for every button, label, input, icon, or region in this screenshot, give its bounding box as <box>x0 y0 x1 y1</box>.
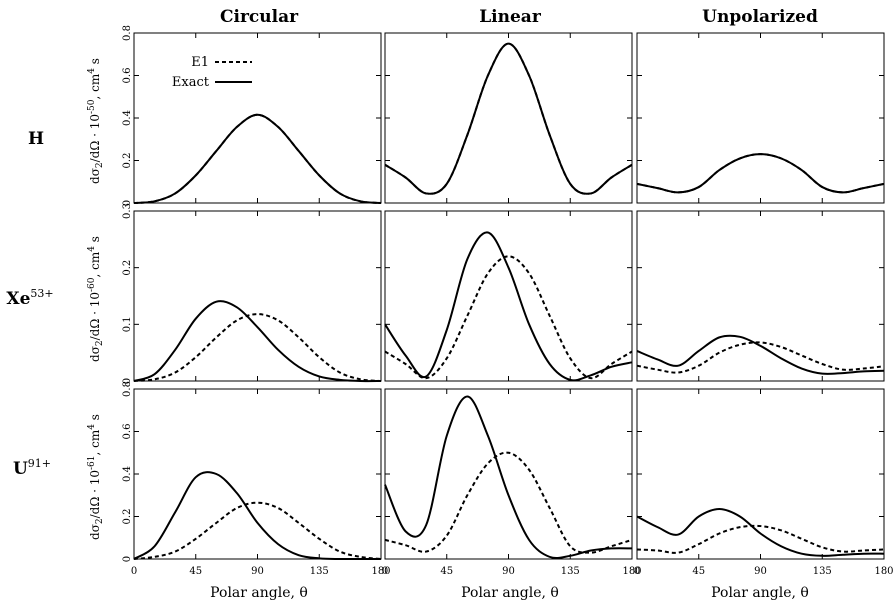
series-e1 <box>134 115 381 203</box>
x-tick-label: 45 <box>189 566 202 577</box>
y-axis-label-row-h: dσ2/dΩ · 10-50, cm4 s <box>87 58 105 184</box>
y-tick-label: 0.4 <box>122 110 133 126</box>
series-e1 <box>134 314 381 381</box>
series-exact <box>385 44 632 194</box>
x-tick-label: 90 <box>251 566 264 577</box>
x-tick-label: 90 <box>754 566 767 577</box>
series-exact <box>637 509 884 556</box>
panels-layer: 0.2 0.4 0.6 0.8 0 0.1 0.2 0.3 0 0.2 0.4 0.6 0.8 0 0 45 9… <box>122 25 894 577</box>
legend-label-e1: E1 <box>191 55 209 70</box>
column-title-unpolarized: Unpolarized <box>702 7 818 27</box>
series-exact <box>385 396 632 558</box>
x-tick-label: 135 <box>310 566 329 577</box>
panel-frame <box>385 33 632 203</box>
series-e1 <box>134 503 381 559</box>
x-tick-label: 0 <box>382 566 388 577</box>
series-e1 <box>385 256 632 378</box>
panel-u-unpolarized: 0 45 90 135 180 <box>634 389 894 577</box>
y-tick-label: 0.8 <box>122 381 133 397</box>
panel-frame <box>385 211 632 381</box>
y-axis-label-row-xe: dσ2/dΩ · 10-60, cm4 s <box>87 236 105 362</box>
panel-frame <box>637 211 884 381</box>
x-tick-label: 135 <box>561 566 580 577</box>
x-tick-label: 45 <box>440 566 453 577</box>
legend-label-exact: Exact <box>172 75 210 90</box>
x-tick-label: 45 <box>692 566 705 577</box>
panel-h-unpolarized <box>637 33 884 203</box>
series-exact <box>637 154 884 192</box>
y-tick-label: 0.2 <box>122 509 133 525</box>
x-tick-label: 90 <box>502 566 515 577</box>
y-tick-label: 0.2 <box>122 153 133 169</box>
x-axis-label-col1: Polar angle, θ <box>210 585 308 601</box>
series-e1 <box>385 44 632 194</box>
y-tick-label: 0.8 <box>122 25 133 41</box>
panel-xe-unpolarized <box>637 211 884 381</box>
y-tick-label-zero: 0 <box>122 556 133 562</box>
x-axis-label-col3: Polar angle, θ <box>711 585 809 601</box>
panel-xe-circular: 0.10.20.30 <box>122 203 381 384</box>
series-exact <box>134 301 381 381</box>
y-tick-label: 0.4 <box>122 466 133 482</box>
series-e1 <box>637 154 884 192</box>
panel-u-circular: 0.20.40.60.8004590135180 <box>122 381 391 577</box>
series-e1 <box>637 526 884 553</box>
panel-h-linear <box>385 33 632 203</box>
y-tick-label: 0.1 <box>122 316 133 332</box>
x-axis-label-col2: Polar angle, θ <box>461 585 559 601</box>
panel-u-linear: 04590135180 <box>382 389 642 577</box>
panel-h-circular: 0.20.40.60.80 <box>122 25 381 206</box>
panel-frame <box>134 33 381 203</box>
row-label-h: H <box>28 129 44 149</box>
series-exact <box>385 232 632 380</box>
row-label-xe: Xe53+ <box>6 287 53 309</box>
y-tick-label: 0.6 <box>122 68 133 84</box>
series-exact <box>637 336 884 374</box>
column-title-linear: Linear <box>479 7 542 27</box>
panel-frame <box>134 389 381 559</box>
y-tick-label: 0.6 <box>122 424 133 440</box>
row-label-u: U91+ <box>13 457 51 479</box>
panel-frame <box>637 33 884 203</box>
y-tick-label: 0.2 <box>122 260 133 276</box>
x-tick-label: 0 <box>131 566 137 577</box>
y-axis-label-row-u: dσ2/dΩ · 10-61, cm4 s <box>87 414 105 540</box>
panel-xe-linear <box>385 211 632 381</box>
series-e1 <box>385 453 632 553</box>
x-tick-label: 135 <box>813 566 832 577</box>
column-title-circular: Circular <box>220 7 299 27</box>
series-exact <box>134 472 381 559</box>
series-exact <box>134 115 381 203</box>
y-tick-label: 0.3 <box>122 203 133 219</box>
legend: E1 Exact <box>172 55 252 90</box>
x-tick-label: 180 <box>874 566 893 577</box>
x-tick-label: 0 <box>634 566 640 577</box>
